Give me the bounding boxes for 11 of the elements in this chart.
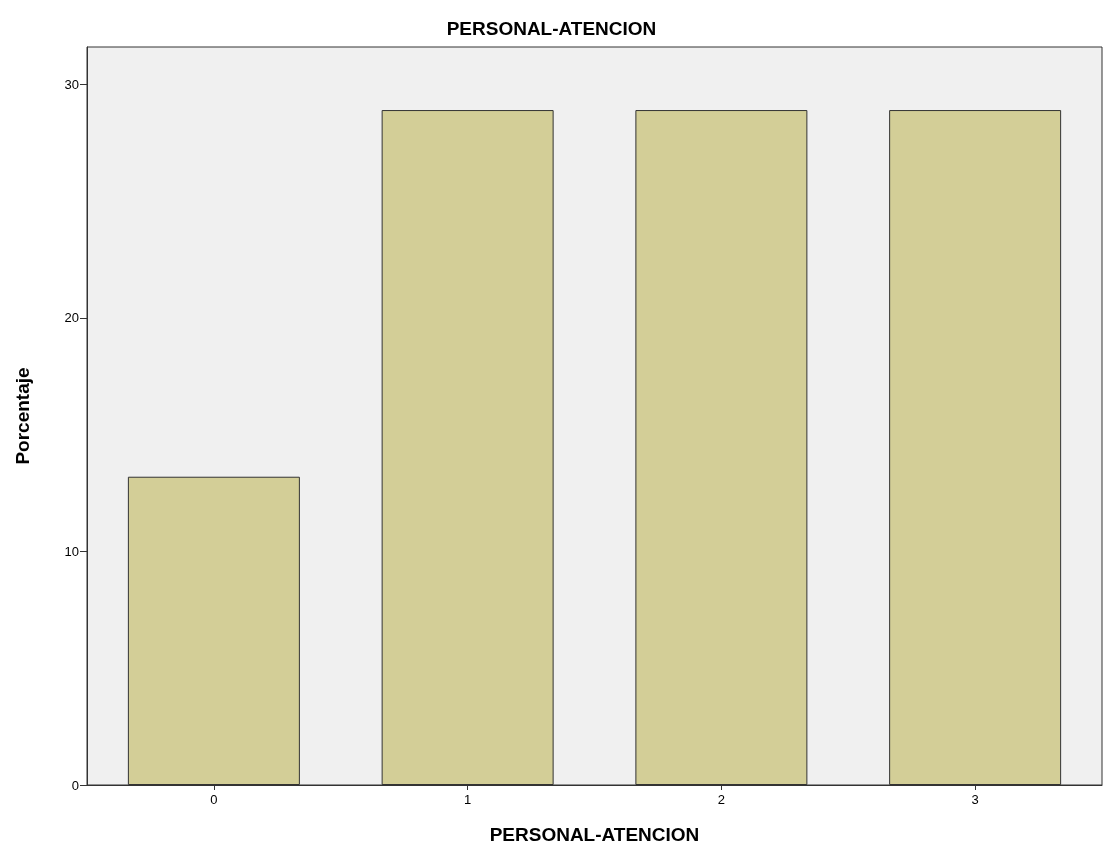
y-tick-label: 30 bbox=[64, 76, 79, 92]
y-tick-label: 0 bbox=[71, 777, 79, 793]
y-tick-label: 10 bbox=[64, 543, 79, 559]
y-tick-label: 20 bbox=[64, 310, 79, 326]
y-axis-title: Porcentaje bbox=[12, 367, 33, 465]
x-axis-title: PERSONAL-ATENCION bbox=[489, 824, 700, 845]
x-tick-label: 1 bbox=[464, 792, 472, 807]
chart-title: PERSONAL-ATENCION bbox=[446, 18, 657, 39]
x-tick-label: 0 bbox=[210, 792, 218, 807]
x-tick-label: 2 bbox=[717, 792, 725, 807]
x-tick-label: 3 bbox=[971, 792, 979, 807]
